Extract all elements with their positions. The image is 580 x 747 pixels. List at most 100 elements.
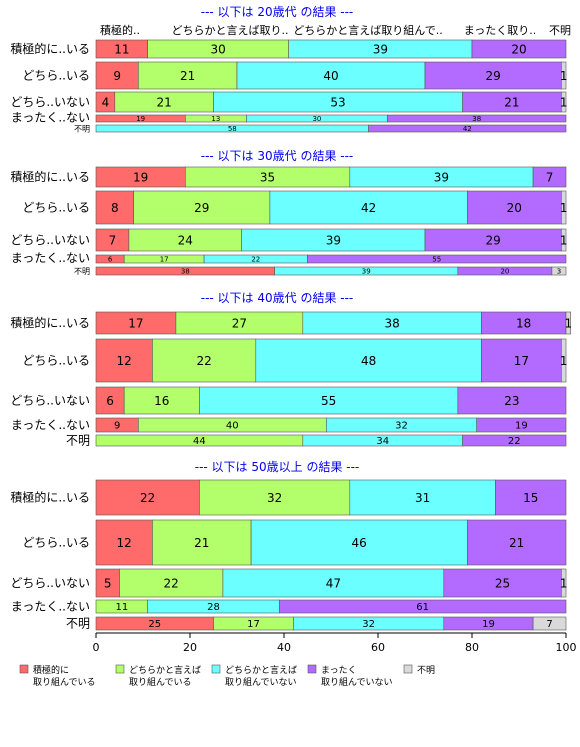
- bar-segment: [123, 386, 200, 415]
- bar-segment: [119, 568, 224, 598]
- legend-item-4: 不明: [403, 664, 435, 676]
- row-label: 不明: [66, 434, 90, 448]
- legend-label: 取り組んでいない: [321, 676, 393, 688]
- data-label: 30: [211, 42, 226, 56]
- data-label: 55: [321, 394, 336, 408]
- data-label: 9: [113, 69, 121, 83]
- legend-swatch: [403, 664, 413, 674]
- data-label: 34: [376, 436, 389, 447]
- data-label: 11: [115, 602, 128, 613]
- bar-segment: [560, 228, 567, 252]
- panel-title: --- 以下は 40歳代 の結果 ---: [201, 291, 354, 305]
- legend-swatch: [211, 664, 221, 674]
- data-label: 32: [362, 619, 375, 630]
- data-label: 21: [180, 69, 195, 83]
- data-label: 17: [247, 619, 260, 630]
- data-label: 27: [232, 316, 247, 330]
- x-tick-label: 20: [183, 641, 197, 654]
- data-label: 1: [560, 354, 568, 368]
- column-header-3: まったく取り..: [464, 24, 537, 37]
- data-label: 20: [511, 42, 526, 56]
- data-label: 22: [140, 491, 155, 505]
- bar-segment: [560, 568, 567, 598]
- bar-segment: [532, 166, 567, 188]
- panel-2: --- 以下は 40歳代 の結果 --- 積極的に..いる 17 27 38 18 1 どちら…: [10, 291, 572, 448]
- row-label: 積極的に..いる: [10, 169, 90, 184]
- bar-segment: [560, 61, 567, 90]
- data-label: 30: [312, 115, 321, 123]
- panel-title: --- 以下は 50歳以上 の結果 ---: [195, 460, 360, 474]
- data-label: 29: [194, 201, 209, 215]
- x-tick-label: 0: [93, 641, 100, 654]
- bar-segment: [95, 479, 200, 516]
- row-label: どちら..いる: [22, 536, 90, 550]
- row-label: どちら..いる: [22, 69, 90, 83]
- bar-segment: [565, 311, 571, 335]
- data-label: 22: [251, 256, 260, 264]
- legend-label: 取り組んでいる: [129, 676, 192, 688]
- bar-segment: [95, 61, 139, 90]
- data-label: 1: [560, 201, 568, 215]
- row-label: どちら..いない: [10, 95, 90, 109]
- data-label: 35: [260, 170, 275, 184]
- legend-label: 取り組んでいる: [33, 676, 96, 688]
- data-label: 38: [472, 115, 481, 123]
- row-label: どちら..いる: [22, 201, 90, 215]
- bar-segment: [255, 338, 482, 383]
- data-label: 61: [416, 602, 429, 613]
- bar-segment: [199, 386, 459, 415]
- data-label: 32: [267, 491, 282, 505]
- bar-segment: [457, 386, 567, 415]
- bar-segment: [278, 599, 567, 614]
- panel-3: --- 以下は 50歳以上 の結果 ---積極的に..いる 22 32 31 15どちら…: [10, 460, 567, 631]
- data-label: 47: [326, 576, 341, 590]
- data-label: 17: [128, 316, 143, 330]
- x-tick-label: 40: [277, 641, 291, 654]
- row-label: まったく..ない: [11, 251, 90, 265]
- legend-swatch: [307, 664, 317, 674]
- data-label: 7: [546, 170, 554, 184]
- row-label: 積極的に..いる: [10, 490, 90, 505]
- column-header-4: 不明: [549, 24, 571, 37]
- data-label: 7: [546, 619, 552, 630]
- data-label: 42: [361, 201, 376, 215]
- data-label: 44: [193, 436, 206, 447]
- legend-label: 積極的に: [33, 664, 69, 676]
- bar-segment: [560, 190, 567, 225]
- data-label: 39: [326, 233, 341, 247]
- bar-segment: [551, 266, 567, 276]
- row-label: 不明: [66, 617, 90, 631]
- bar-segment: [387, 114, 567, 123]
- data-label: 24: [178, 233, 193, 247]
- row-label: どちら..いない: [10, 233, 90, 247]
- data-label: 22: [164, 576, 179, 590]
- legend-swatch: [19, 664, 29, 674]
- data-label: 23: [504, 394, 519, 408]
- column-header-1: どちらかと言えば取り..: [172, 24, 289, 37]
- panel-1: --- 以下は 30歳代 の結果 --- 積極的に..いる 19 35 39 7 どちら..…: [10, 149, 567, 276]
- row-label: まったく..ない: [11, 111, 90, 125]
- data-label: 40: [226, 421, 239, 432]
- data-label: 39: [373, 42, 388, 56]
- data-label: 46: [352, 536, 367, 550]
- data-label: 19: [515, 421, 528, 432]
- data-label: 19: [482, 619, 495, 630]
- data-label: 8: [111, 201, 119, 215]
- row-label: どちら..いない: [10, 394, 90, 408]
- legend-label: どちらかと言えば: [129, 664, 201, 676]
- data-label: 15: [523, 491, 538, 505]
- data-label: 17: [160, 256, 169, 264]
- panel-title: --- 以下は 20歳代 の結果 ---: [201, 5, 354, 19]
- data-label: 42: [463, 125, 472, 133]
- row-label: 積極的に..いる: [10, 41, 90, 56]
- data-label: 6: [106, 394, 114, 408]
- legend-swatch: [115, 664, 125, 674]
- data-label: 25: [495, 576, 510, 590]
- legend-label: 不明: [417, 665, 435, 676]
- row-label: まったく..ない: [11, 600, 90, 614]
- panel-0: --- 以下は 20歳代 の結果 ---積極的に..いる 11 30 39 20どちら.…: [10, 5, 567, 134]
- legend-label: 取り組んでいない: [225, 676, 297, 688]
- data-label: 1: [560, 95, 568, 109]
